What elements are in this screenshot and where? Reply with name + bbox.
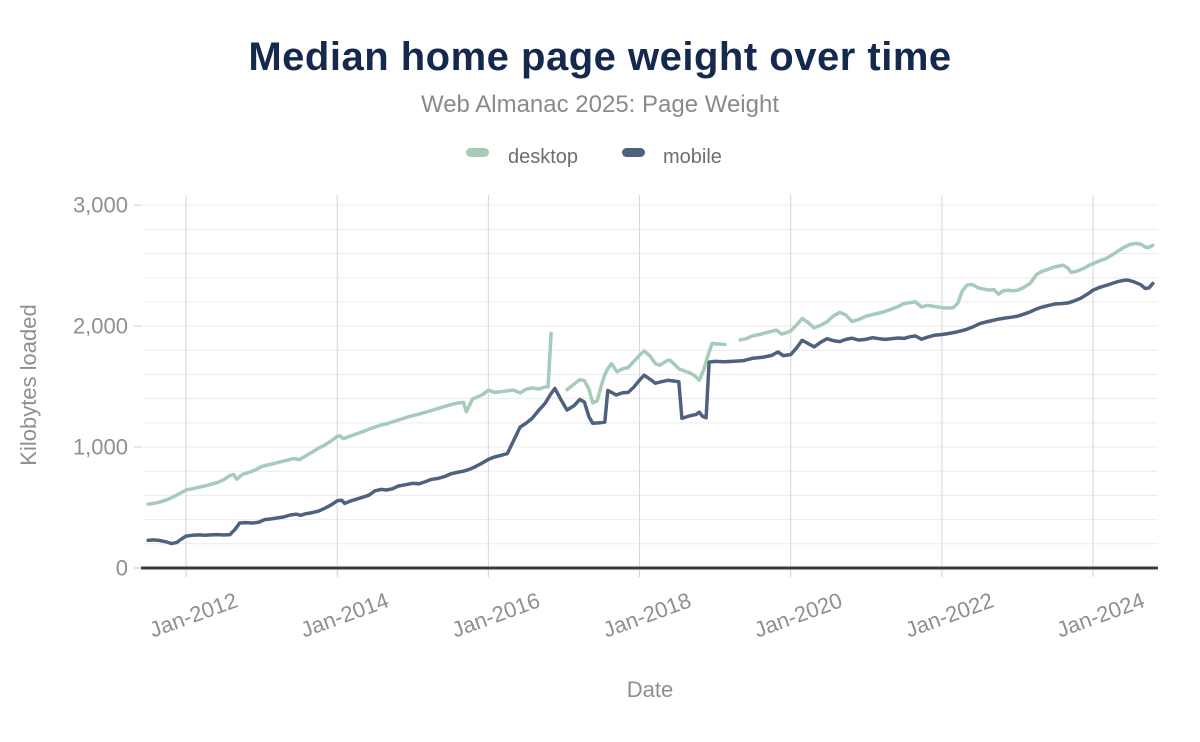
x-tick-label: Jan-2016 [448,588,543,643]
desktop-legend-label: desktop [508,146,578,168]
horizontal-gridlines [143,204,1158,545]
chart-title: Median home page weight over time [248,35,951,79]
x-tick-label: Jan-2018 [600,588,695,643]
y-axis-title: Kilobytes loaded [16,304,41,465]
x-tick-label: Jan-2022 [902,588,997,643]
desktop-legend-swatch [466,148,489,157]
vertical-gridlines [185,195,1094,568]
x-tick-label: Jan-2024 [1053,588,1148,643]
y-tick-label: 0 [116,556,128,581]
x-axis-title: Date [627,677,673,702]
x-tick-label: Jan-2012 [146,588,241,643]
y-tick-label: 1,000 [73,435,128,460]
legend: desktop mobile [466,146,722,168]
axis-ticks [134,204,1094,577]
legend-item-desktop[interactable]: desktop [466,146,578,168]
y-tick-label: 3,000 [73,193,128,218]
mobile-series-line[interactable] [146,278,1155,546]
desktop-series-line[interactable] [146,331,553,506]
desktop-series-line[interactable] [738,241,1155,342]
chart-subtitle: Web Almanac 2025: Page Weight [421,91,779,118]
x-tick-label: Jan-2020 [751,588,846,643]
y-tick-labels: 0 1,000 2,000 3,000 [73,193,128,581]
x-tick-label: Jan-2014 [297,588,392,643]
legend-item-mobile[interactable]: mobile [622,146,722,168]
mobile-legend-label: mobile [663,146,722,168]
series-lines [146,241,1155,546]
x-tick-labels: Jan-2012 Jan-2014 Jan-2016 Jan-2018 Jan-2020… [146,588,1148,643]
mobile-legend-swatch [622,148,645,157]
y-tick-label: 2,000 [73,314,128,339]
desktop-series-line[interactable] [565,341,727,405]
